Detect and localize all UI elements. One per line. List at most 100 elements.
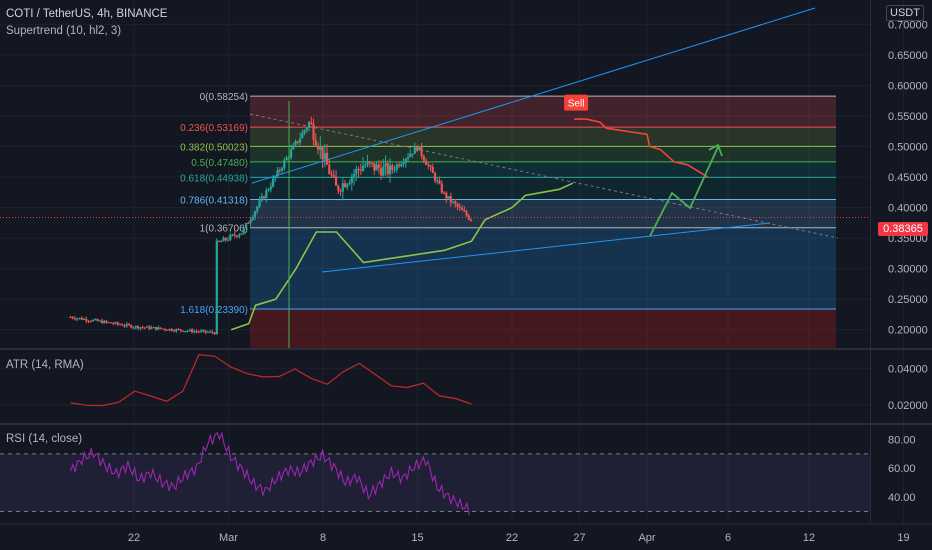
candle-body bbox=[222, 237, 225, 242]
candle-body bbox=[224, 237, 227, 240]
candle-body bbox=[118, 324, 122, 326]
candle-body bbox=[395, 164, 398, 170]
candle-body bbox=[179, 329, 182, 331]
candle-body bbox=[204, 330, 207, 333]
rsi-pane bbox=[0, 431, 870, 516]
candle-body bbox=[337, 185, 340, 191]
atr-title: ATR (14, RMA) bbox=[6, 359, 84, 371]
candle-body bbox=[166, 329, 169, 331]
y-tick-label: 0.55000 bbox=[888, 111, 928, 123]
candle-body bbox=[253, 211, 257, 217]
x-tick-label: 19 bbox=[897, 532, 909, 544]
candle-body bbox=[217, 240, 221, 242]
candle-body bbox=[469, 219, 473, 221]
candle-body bbox=[343, 183, 347, 188]
candle-body bbox=[188, 329, 191, 331]
candle-body bbox=[123, 325, 126, 327]
fibonacci-retracement[interactable]: 0(0.58254) 0.236(0.53169) 0.382(0.50023) 0.… bbox=[180, 92, 836, 348]
x-tick-label: 12 bbox=[803, 532, 815, 544]
fib-zone bbox=[250, 96, 836, 128]
candle-body bbox=[424, 160, 428, 165]
fib-level-label: 0.382(0.50023) bbox=[180, 142, 248, 153]
candle-body bbox=[305, 127, 308, 131]
candle-body bbox=[348, 182, 351, 185]
fib-zone bbox=[250, 227, 836, 309]
upper-channel-trendline bbox=[251, 7, 816, 184]
candle-body bbox=[213, 332, 216, 335]
candle-body bbox=[177, 329, 180, 331]
candle-body bbox=[132, 327, 135, 329]
candle-body bbox=[465, 211, 468, 216]
candle-body bbox=[226, 239, 230, 241]
candle-body bbox=[379, 168, 383, 176]
fib-level-label: 0.786(0.41318) bbox=[180, 196, 248, 207]
candle-body bbox=[303, 130, 306, 133]
supertrend-indicator-label[interactable]: Supertrend (10, hl2, 3) bbox=[6, 25, 122, 37]
candle-body bbox=[404, 158, 407, 163]
candle-body bbox=[103, 320, 106, 324]
fib-zone bbox=[250, 127, 836, 147]
candle-body bbox=[298, 138, 302, 143]
candle-body bbox=[393, 169, 396, 171]
candle-body bbox=[418, 146, 421, 151]
candle-body bbox=[321, 146, 324, 160]
candle-body bbox=[256, 206, 259, 212]
candle-body bbox=[280, 168, 284, 171]
candle-body bbox=[433, 173, 437, 181]
current-price-badge: 0.38365 bbox=[878, 222, 928, 236]
candle-body bbox=[247, 223, 250, 225]
candle-body bbox=[89, 321, 92, 323]
candle-body bbox=[220, 241, 223, 243]
candle-body bbox=[373, 163, 376, 171]
fib-zone bbox=[250, 199, 836, 228]
candle-body bbox=[96, 319, 99, 321]
supertrend-line: Sell bbox=[230, 94, 709, 331]
candle-body bbox=[94, 319, 97, 321]
y-tick-label: 0.02000 bbox=[888, 400, 928, 412]
candle-body bbox=[121, 324, 124, 326]
candle-body bbox=[415, 146, 419, 151]
candle-body bbox=[152, 327, 155, 329]
candle-body bbox=[413, 146, 416, 154]
price-unit-button[interactable]: USDT bbox=[886, 5, 924, 21]
fib-zone bbox=[250, 308, 836, 348]
candle-body bbox=[278, 169, 281, 171]
candle-body bbox=[370, 163, 374, 165]
y-tick-label: 0.50000 bbox=[888, 142, 928, 154]
candle-body bbox=[346, 184, 349, 188]
y-tick-label: 0.65000 bbox=[888, 50, 928, 62]
candle-body bbox=[316, 145, 320, 150]
candle-body bbox=[181, 330, 185, 332]
candle-body bbox=[334, 176, 338, 186]
atr-line bbox=[70, 354, 472, 407]
y-tick-label: 60.00 bbox=[888, 463, 916, 475]
supertrend-down-line bbox=[574, 118, 709, 178]
candle-body bbox=[184, 331, 187, 333]
candle-body bbox=[463, 210, 466, 212]
candle-body bbox=[163, 328, 167, 330]
candle-body bbox=[161, 328, 164, 330]
candle-body bbox=[269, 186, 272, 190]
symbol-title[interactable]: COTI / TetherUS, 4h, BINANCE bbox=[6, 8, 168, 20]
candle-body bbox=[400, 164, 403, 167]
candle-body bbox=[125, 324, 128, 326]
candle-body bbox=[172, 330, 176, 332]
fib-zone bbox=[250, 146, 836, 162]
candle-body bbox=[100, 320, 104, 324]
candle-body bbox=[368, 161, 371, 164]
candle-body bbox=[235, 235, 239, 237]
trendlines[interactable] bbox=[0, 7, 870, 348]
candle-body bbox=[438, 180, 441, 184]
candle-body bbox=[285, 157, 288, 161]
x-tick-label: 22 bbox=[128, 532, 140, 544]
candle-body bbox=[384, 163, 387, 167]
candle-body bbox=[402, 162, 405, 165]
candle-body bbox=[150, 327, 153, 329]
candle-body bbox=[136, 326, 140, 329]
candle-body bbox=[73, 318, 77, 320]
candle-body bbox=[69, 317, 72, 319]
x-tick-label: Apr bbox=[638, 532, 655, 544]
y-tick-label: 0.20000 bbox=[888, 325, 928, 337]
